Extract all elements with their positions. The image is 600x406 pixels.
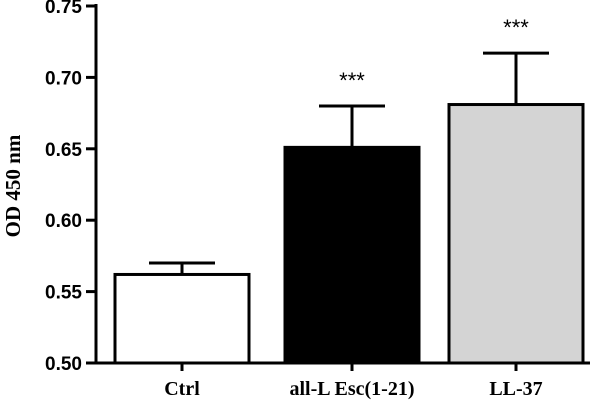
significance-label-1: *** [339,68,365,93]
x-tick-label-0: Ctrl [164,378,200,400]
y-tick-label-2: 0.60 [45,211,82,232]
labels-layer: Ctrl all-L Esc(1-21) *** LL-37 *** 0.50 0.55 0.… [45,0,543,400]
x-tick-label-2: LL-37 [489,378,542,400]
y-tick-label-5: 0.75 [45,0,82,18]
axes-layer [86,4,590,371]
y-tick-label-1: 0.55 [45,283,82,304]
y-tick-label-3: 0.65 [45,140,82,161]
y-tick-label-4: 0.70 [45,68,82,89]
bar-2 [447,103,585,365]
bar-0 [113,272,251,365]
bar-1 [283,145,421,365]
y-axis-label: OD 450 nm [1,134,25,237]
bars-layer [113,103,585,365]
x-tick-label-1: all-L Esc(1-21) [290,378,415,400]
error-bars-layer [149,51,549,275]
significance-label-2: *** [503,15,529,40]
y-tick-label-0: 0.50 [45,354,82,375]
